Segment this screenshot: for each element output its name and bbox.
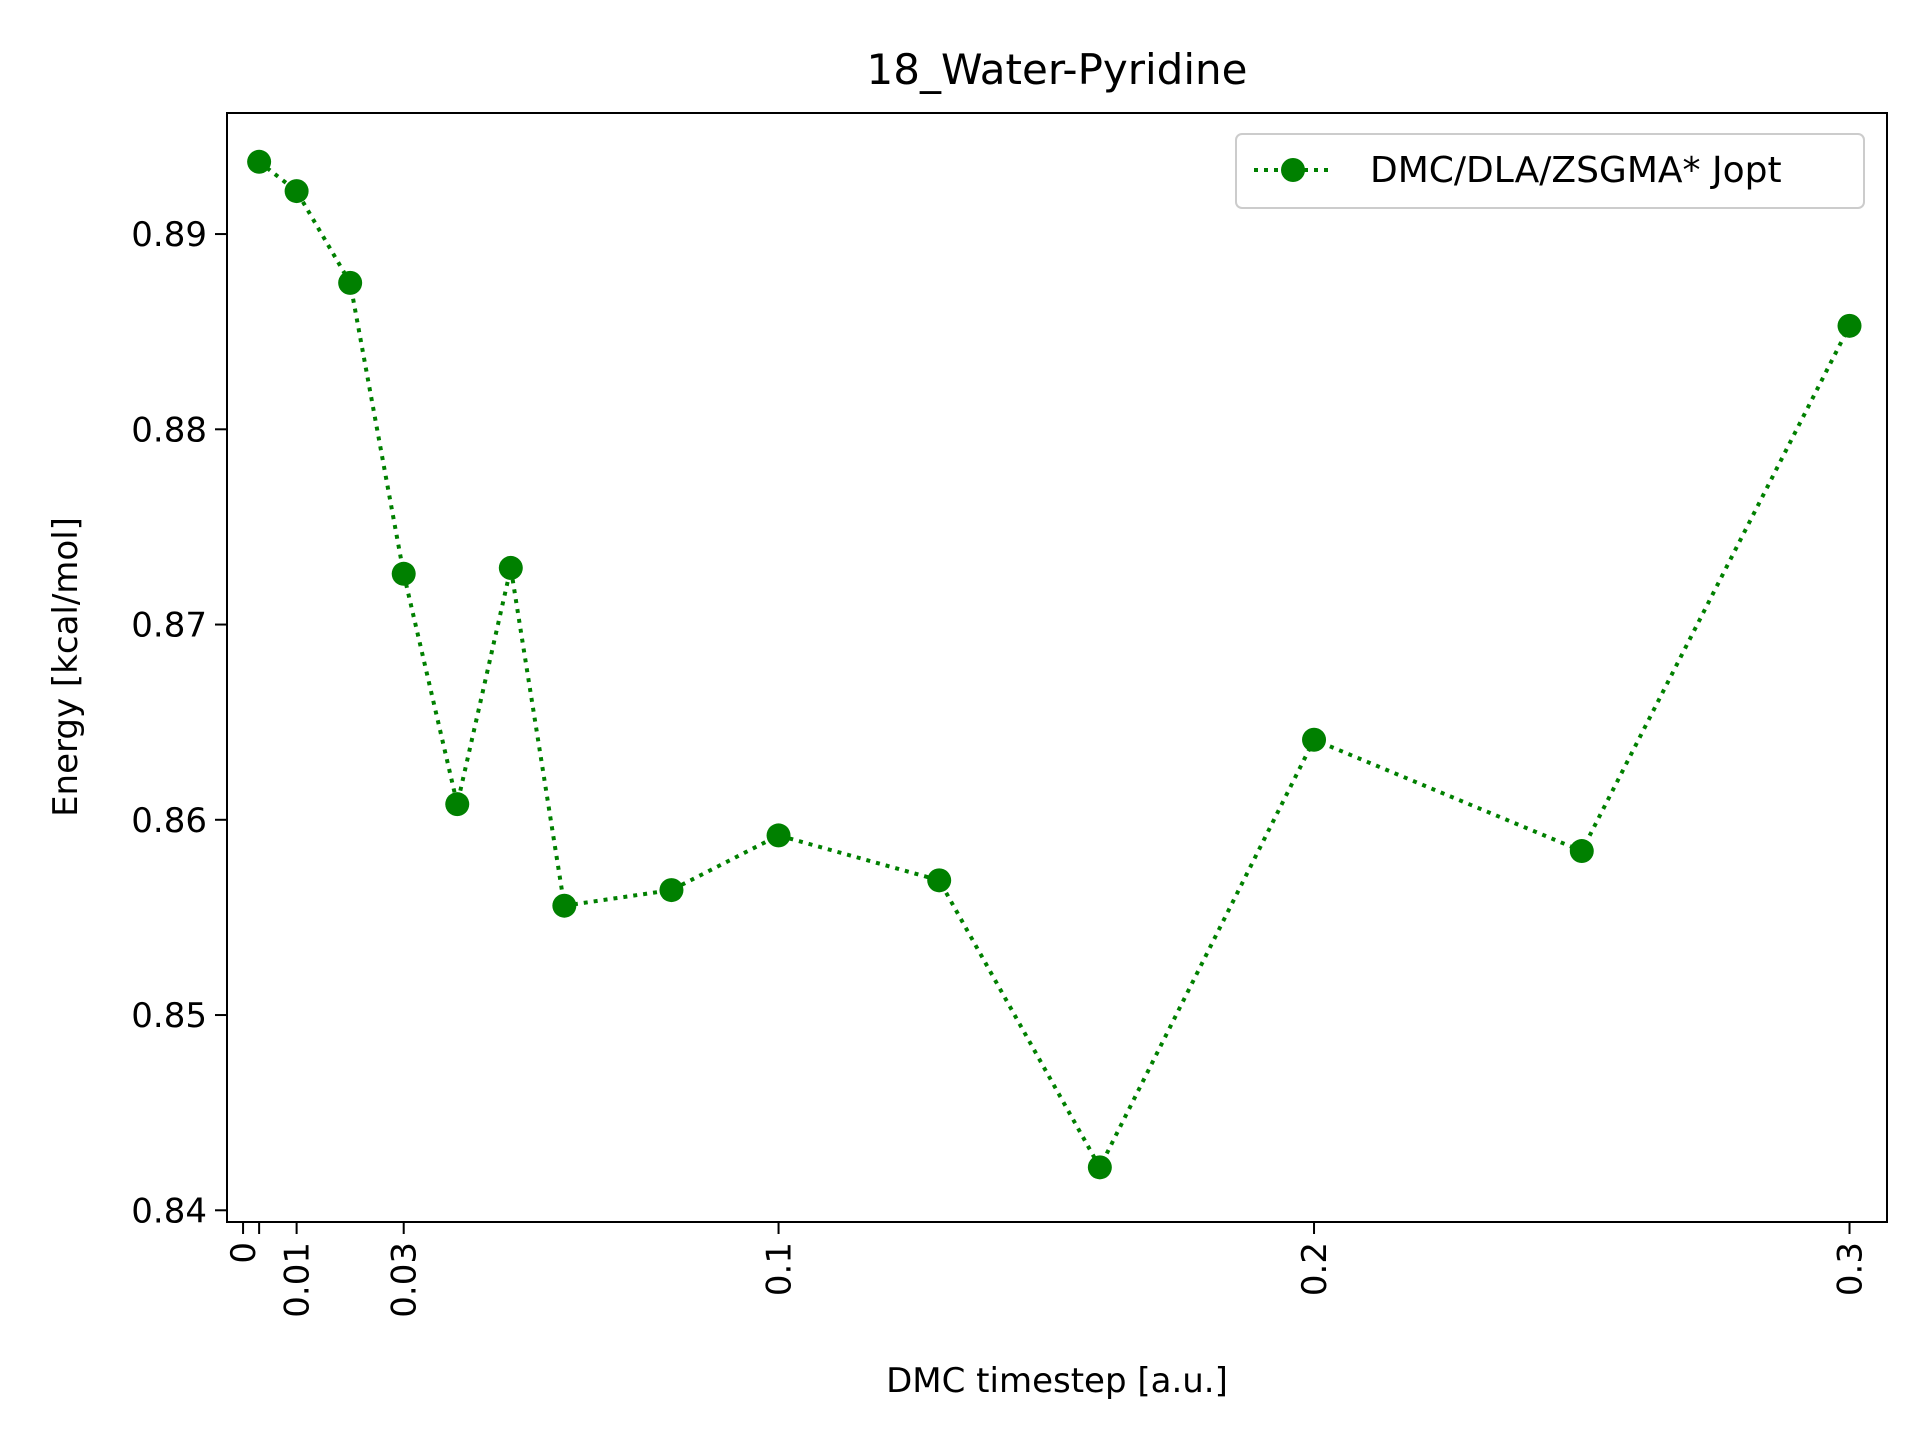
x-axis: 0 0.01 0.03 0.1 0.2 0.3 [224,1222,1871,1318]
x-tick-label: 0 [224,1242,264,1264]
legend-box [1235,133,1865,209]
x-tick-label: 0.3 [1831,1242,1871,1296]
y-tick-label: 0.84 [131,1191,207,1231]
x-tick-label: 0.2 [1295,1242,1335,1296]
x-tick-label: 0.1 [760,1242,800,1296]
plot-area [247,149,1862,1180]
data-point [1302,727,1327,752]
data-point [247,149,272,174]
x-tick-label: 0.03 [385,1242,425,1318]
series-line [257,160,1852,1172]
data-point [766,823,791,848]
y-tick-label: 0.86 [131,801,207,841]
data-point [445,792,470,817]
x-tick-label: 0.01 [278,1242,318,1318]
data-point [391,561,416,586]
legend-marker [1281,158,1305,182]
y-tick-label: 0.85 [131,996,207,1036]
x-axis-label: DMC timestep [a.u.] [886,1361,1228,1401]
data-point [659,878,684,903]
data-point [552,893,577,918]
y-tick-label: 0.87 [131,606,207,646]
data-point [1087,1155,1112,1180]
legend: DMC/DLA/ZSGMA* Jopt [1235,133,1865,209]
legend-label: DMC/DLA/ZSGMA* Jopt [1370,150,1782,191]
data-point [338,270,363,295]
data-point [284,179,309,204]
y-tick-label: 0.89 [131,215,207,255]
data-point [1569,839,1594,864]
data-point [1837,313,1862,338]
y-axis-label: Energy [kcal/mol] [46,517,86,817]
y-axis: 0.84 0.85 0.86 0.87 0.88 0.89 [131,215,227,1231]
data-point [498,555,523,580]
axes-frame [226,112,1888,1223]
y-tick-label: 0.88 [131,410,207,450]
data-point [927,868,952,893]
chart-title: 18_Water-Pyridine [867,45,1248,94]
